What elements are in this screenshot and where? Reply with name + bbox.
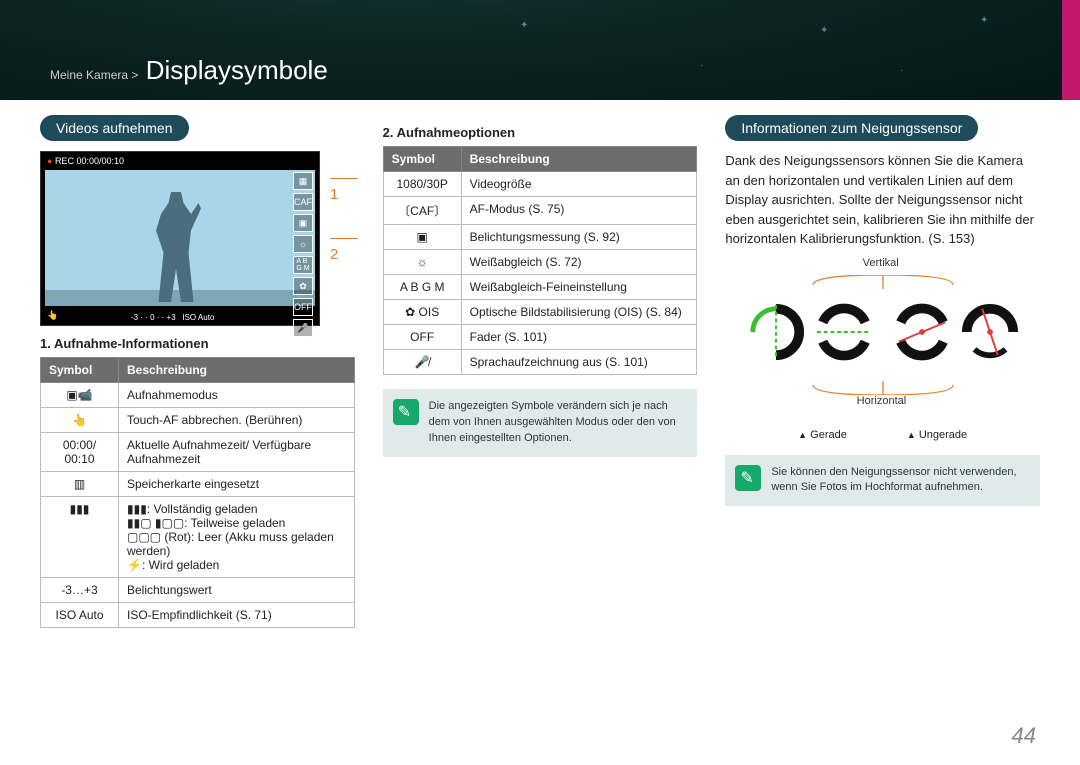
column-tilt: Informationen zum Neigungssensor Dank de… xyxy=(725,115,1040,725)
cell-symbol: ▮▮▮ xyxy=(41,497,119,578)
table-row: ▣📹Aufnahmemodus xyxy=(41,383,355,408)
table-row: 🎤̸Sprachaufzeichnung aus (S. 101) xyxy=(383,350,697,375)
table-row: ☼Weißabgleich (S. 72) xyxy=(383,250,697,275)
table-options: SymbolBeschreibung 1080/30PVideogröße〔CA… xyxy=(383,146,698,375)
table-row: 👆Touch-AF abbrechen. (Berühren) xyxy=(41,408,355,433)
cell-desc: Weißabgleich (S. 72) xyxy=(461,250,697,275)
page-number: 44 xyxy=(1012,723,1036,749)
table-row: 〔CAF〕AF-Modus (S. 75) xyxy=(383,197,697,225)
legend-even: ▲ Gerade xyxy=(798,429,847,441)
cell-desc: Weißabgleich-Feineinstellung xyxy=(461,275,697,300)
legend-uneven: ▲ Ungerade xyxy=(907,429,967,441)
tilt-legend: ▲ Gerade ▲ Ungerade xyxy=(725,429,1040,441)
cell-desc: Fader (S. 101) xyxy=(461,325,697,350)
camera-preview: ● REC 00:00/00:10 ▦ CAF ▣ ☼ A BG M ✿ OFF… xyxy=(40,151,320,326)
table-row: A B G MWeißabgleich-Feineinstellung xyxy=(383,275,697,300)
cell-desc: Aufnahmemodus xyxy=(119,383,355,408)
touch-icon: 👆 xyxy=(47,310,58,321)
th-desc: Beschreibung xyxy=(119,358,355,383)
table-row: ✿ OISOptische Bildstabilisierung (OIS) (… xyxy=(383,300,697,325)
cell-desc: Videogröße xyxy=(461,172,697,197)
cell-symbol: ▣ xyxy=(383,225,461,250)
note-text: Sie können den Neigungssensor nicht verw… xyxy=(771,465,1030,497)
ois-icon: ✿ xyxy=(293,277,313,295)
table-recinfo: SymbolBeschreibung ▣📹Aufnahmemodus👆Touch… xyxy=(40,357,355,628)
breadcrumb-section: Meine Kamera > xyxy=(50,68,138,82)
pen-icon xyxy=(393,399,419,425)
caf-icon: CAF xyxy=(293,193,313,211)
cell-desc: Speicherkarte eingesetzt xyxy=(119,472,355,497)
wb-icon: ☼ xyxy=(293,235,313,253)
note-options: Die angezeigten Symbole verändern sich j… xyxy=(383,389,698,457)
table-row: ▣Belichtungsmessung (S. 92) xyxy=(383,225,697,250)
cell-symbol: 1080/30P xyxy=(383,172,461,197)
cell-desc: Touch-AF abbrechen. (Berühren) xyxy=(119,408,355,433)
note-tilt: Sie können den Neigungssensor nicht verw… xyxy=(725,455,1040,507)
cell-desc: Belichtungswert xyxy=(119,578,355,603)
label-horizontal: Horizontal xyxy=(857,395,907,407)
cell-symbol: ✿ OIS xyxy=(383,300,461,325)
cell-symbol: ▣📹 xyxy=(41,383,119,408)
th-symbol: Symbol xyxy=(41,358,119,383)
fader-icon: OFF xyxy=(293,298,313,316)
cell-desc: Aktuelle Aufnahmezeit/ Verfügbare Aufnah… xyxy=(119,433,355,472)
ev-scale: -3 · · 0 · · +3 ISO Auto xyxy=(131,313,214,322)
note-text: Die angezeigten Symbole verändern sich j… xyxy=(429,399,688,447)
th-symbol: Symbol xyxy=(383,147,461,172)
table-row: -3…+3Belichtungswert xyxy=(41,578,355,603)
pill-tilt: Informationen zum Neigungssensor xyxy=(725,115,978,141)
meter-icon: ▣ xyxy=(293,214,313,232)
cell-symbol: 🎤̸ xyxy=(383,350,461,375)
cell-symbol: A B G M xyxy=(383,275,461,300)
rec-indicator: ● REC 00:00/00:10 xyxy=(47,156,124,166)
callout-2: 2 xyxy=(330,229,362,263)
mic-icon: 🎤 xyxy=(293,319,313,337)
cell-desc: Sprachaufzeichnung aus (S. 101) xyxy=(461,350,697,375)
th-desc: Beschreibung xyxy=(461,147,697,172)
wbfine-icon: A BG M xyxy=(293,256,313,274)
table-row: ▮▮▮▮▮▮: Vollständig geladen ▮▮▢ ▮▢▢: Tei… xyxy=(41,497,355,578)
subhead-options: 2. Aufnahmeoptionen xyxy=(383,125,698,140)
subhead-recinfo: 1. Aufnahme-Informationen xyxy=(40,336,355,351)
column-options: 2. Aufnahmeoptionen SymbolBeschreibung 1… xyxy=(383,115,698,725)
page-title: Displaysymbole xyxy=(146,55,328,85)
cell-symbol: ISO Auto xyxy=(41,603,119,628)
cell-symbol: 👆 xyxy=(41,408,119,433)
preview-side-icons: ▦ CAF ▣ ☼ A BG M ✿ OFF 🎤 xyxy=(293,172,313,337)
tilt-figure: Vertikal Horizontal xyxy=(733,263,1033,423)
cell-desc: Optische Bildstabilisierung (OIS) (S. 84… xyxy=(461,300,697,325)
table-row: ISO AutoISO-Empfindlichkeit (S. 71) xyxy=(41,603,355,628)
cell-symbol: -3…+3 xyxy=(41,578,119,603)
callout-1: 1 xyxy=(330,169,362,203)
label-vertical: Vertikal xyxy=(863,257,899,269)
table-row: 00:00/ 00:10Aktuelle Aufnahmezeit/ Verfü… xyxy=(41,433,355,472)
cell-symbol: 00:00/ 00:10 xyxy=(41,433,119,472)
pen-icon xyxy=(735,465,761,491)
breadcrumb: Meine Kamera > Displaysymbole xyxy=(50,55,328,86)
cell-symbol: ☼ xyxy=(383,250,461,275)
bracket-icon xyxy=(793,275,973,395)
cell-symbol: ▥ xyxy=(41,472,119,497)
table-row: ▥Speicherkarte eingesetzt xyxy=(41,472,355,497)
cell-symbol: OFF xyxy=(383,325,461,350)
cell-symbol: 〔CAF〕 xyxy=(383,197,461,225)
column-videos: Videos aufnehmen ● REC 00:00/00:10 ▦ CAF… xyxy=(40,115,355,725)
cell-desc: Belichtungsmessung (S. 92) xyxy=(461,225,697,250)
pill-videos: Videos aufnehmen xyxy=(40,115,189,141)
cell-desc: AF-Modus (S. 75) xyxy=(461,197,697,225)
table-row: OFFFader (S. 101) xyxy=(383,325,697,350)
table-row: 1080/30PVideogröße xyxy=(383,172,697,197)
cell-desc: ▮▮▮: Vollständig geladen ▮▮▢ ▮▢▢: Teilwe… xyxy=(119,497,355,578)
cell-desc: ISO-Empfindlichkeit (S. 71) xyxy=(119,603,355,628)
size-icon: ▦ xyxy=(293,172,313,190)
tilt-paragraph: Dank des Neigungssensors können Sie die … xyxy=(725,151,1040,249)
